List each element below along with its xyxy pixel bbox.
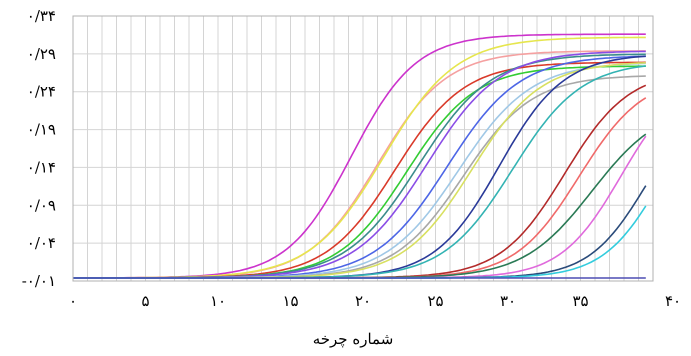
y-tick-label: ۰/۲۹ xyxy=(27,45,56,63)
x-tick-label: ۲۰ xyxy=(355,292,371,310)
x-tick-label: ۳۰ xyxy=(500,292,516,310)
y-tick-label: -۰/۰۱ xyxy=(22,272,56,290)
x-tick-label: ۴۰ xyxy=(665,292,681,310)
y-axis-ticks: -۰/۰۱ ۰/۰۴ ۰/۰۹ ۰/۱۴ ۰/۱۹ ۰/۲۴ ۰/۲۹ ۰/۳۴ xyxy=(22,7,56,290)
y-tick-label: ۰/۳۴ xyxy=(27,7,56,25)
x-tick-label: ۲۵ xyxy=(427,292,443,310)
x-axis-title: شماره چرخه xyxy=(313,330,394,348)
plot-frame xyxy=(72,15,654,282)
x-tick-label: ۰ xyxy=(69,292,77,310)
x-tick-label: ۳۵ xyxy=(572,292,588,310)
x-tick-label: ۱۰ xyxy=(210,292,226,310)
y-tick-label: ۰/۱۴ xyxy=(27,158,56,176)
y-tick-label: ۰/۲۴ xyxy=(27,83,56,101)
series-group xyxy=(73,33,647,279)
x-tick-label: ۵ xyxy=(141,292,149,310)
y-tick-label: ۰/۰۹ xyxy=(27,196,56,214)
x-tick-label: ۱۵ xyxy=(282,292,298,310)
x-axis-ticks: ۰ ۵ ۱۰ ۱۵ ۲۰ ۲۵ ۳۰ ۳۵ ۴۰ xyxy=(69,292,681,310)
y-tick-label: ۰/۰۴ xyxy=(27,234,56,252)
y-tick-label: ۰/۱۹ xyxy=(27,121,56,139)
